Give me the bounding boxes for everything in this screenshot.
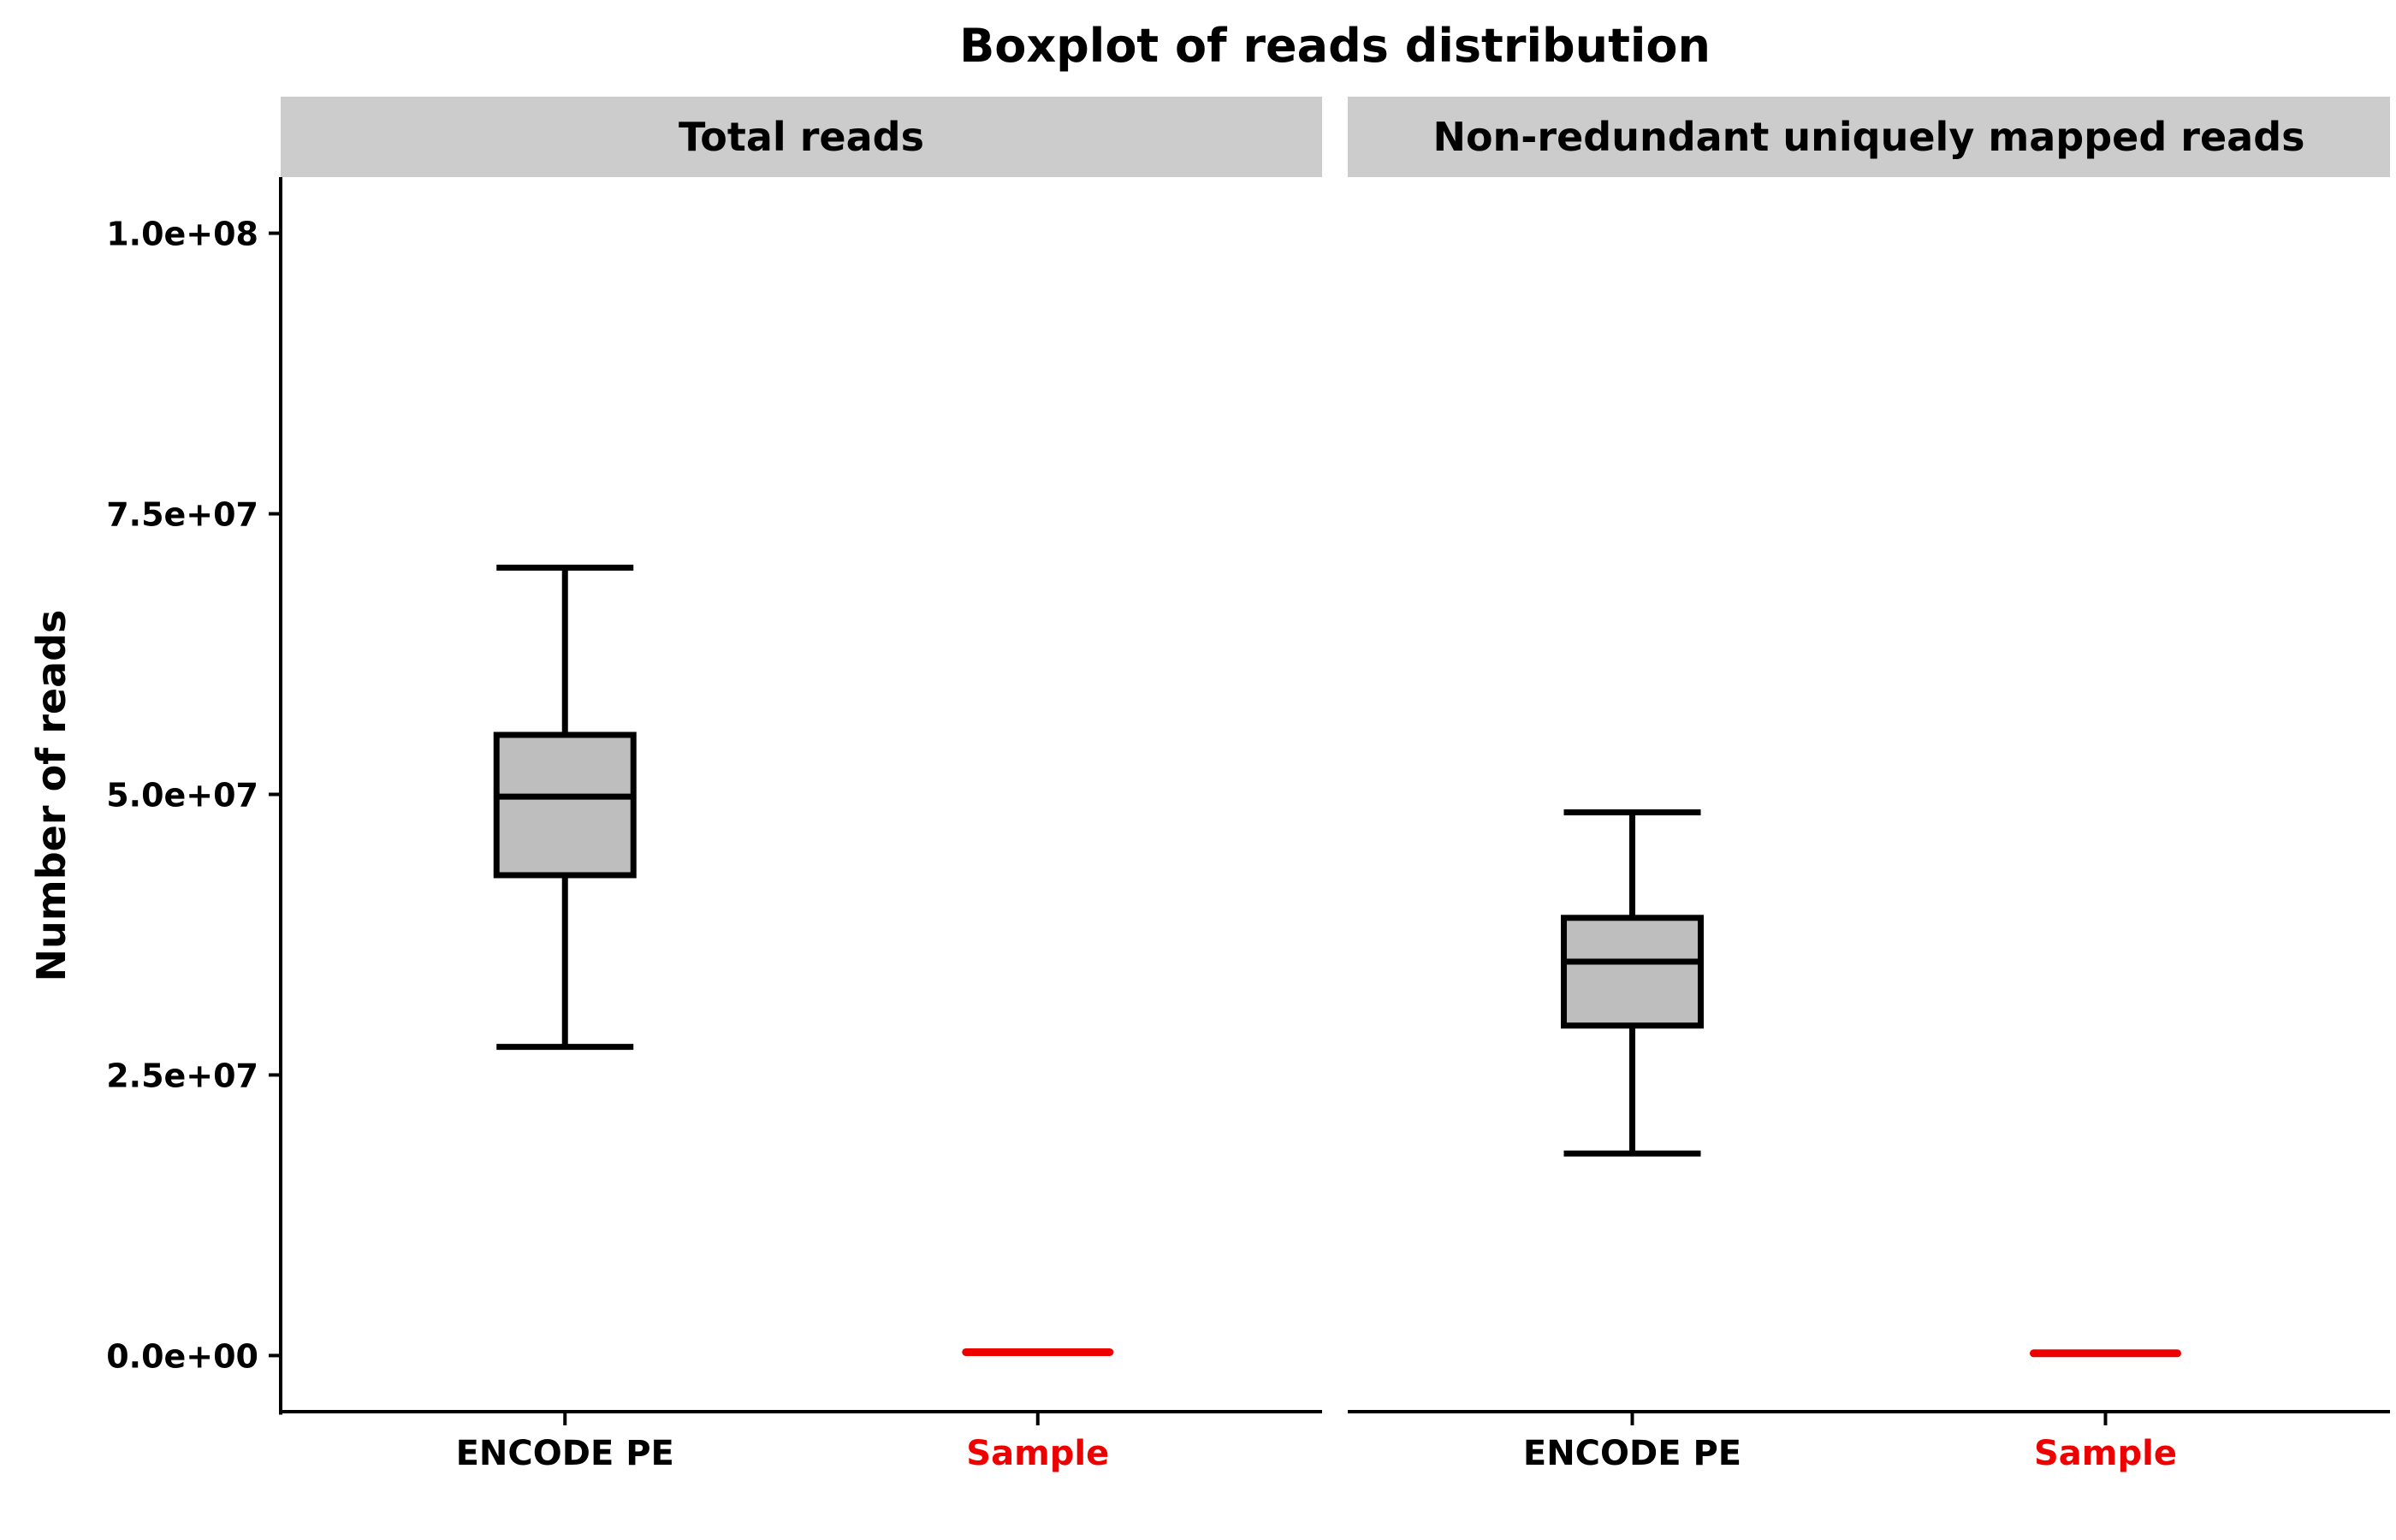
y-tick-label: 2.5e+07: [106, 1057, 258, 1094]
facet-strip: [1348, 97, 2390, 177]
y-tick-label: 7.5e+07: [106, 496, 258, 534]
facet-strip-label: Total reads: [679, 114, 924, 160]
box-iqr: [493, 732, 637, 879]
box-iqr: [1561, 915, 1705, 1029]
facet-strip: [281, 97, 1322, 177]
facet-strip-label: Non-redundant uniquely mapped reads: [1432, 114, 2304, 160]
x-tick-label: ENCODE PE: [1523, 1434, 1741, 1473]
x-tick-label: ENCODE PE: [456, 1434, 674, 1473]
y-tick-label: 1.0e+08: [106, 216, 258, 253]
y-axis-label: Number of reads: [28, 610, 74, 982]
x-tick-label: Sample: [966, 1434, 1109, 1473]
x-tick-label: Sample: [2034, 1434, 2177, 1473]
plot-area: 0.0e+00 2.5e+07 5.0e+07 7.5e+07 1.0e+08 Total…: [106, 97, 2390, 1473]
y-tick-label: 5.0e+07: [106, 777, 258, 814]
chart-title: Boxplot of reads distribution: [959, 19, 1711, 73]
y-tick-label: 0.0e+00: [106, 1337, 258, 1375]
